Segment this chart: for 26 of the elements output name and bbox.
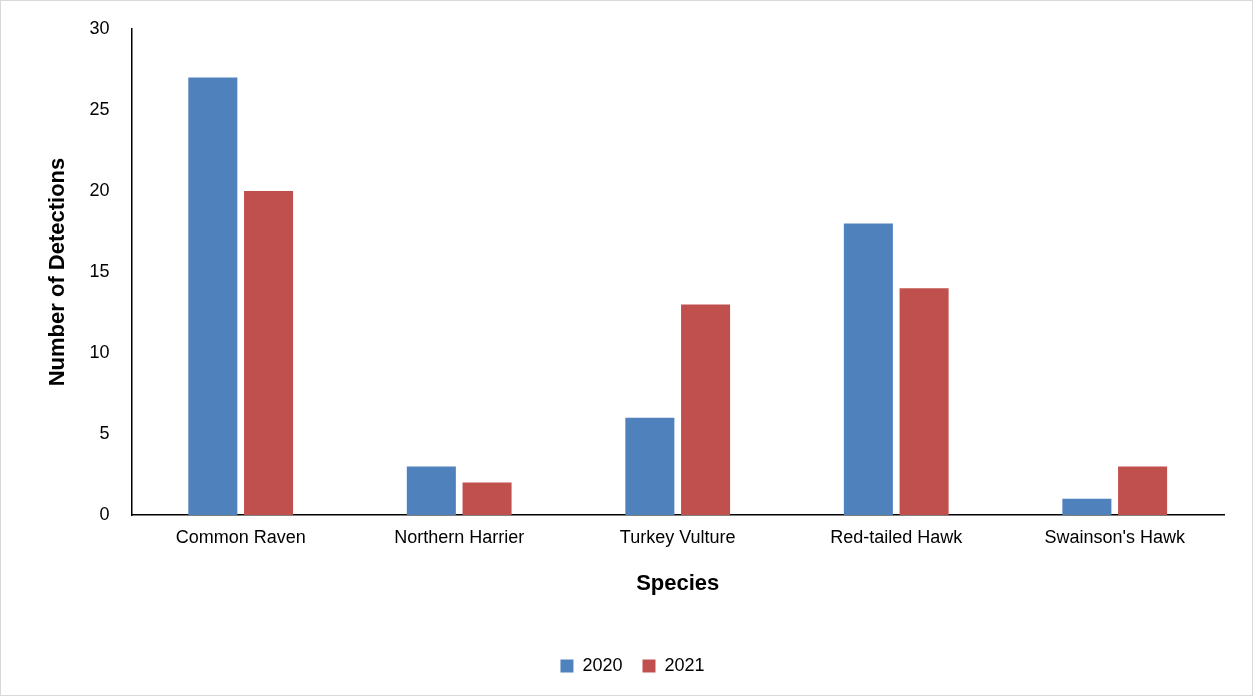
bar bbox=[406, 466, 456, 515]
bar bbox=[843, 223, 893, 515]
y-tick-label: 5 bbox=[99, 422, 110, 443]
bar bbox=[681, 304, 731, 515]
y-tick-label: 20 bbox=[89, 179, 110, 200]
legend-label: 2021 bbox=[664, 654, 705, 675]
y-tick-label: 15 bbox=[89, 260, 110, 281]
legend-label: 2020 bbox=[582, 654, 623, 675]
y-tick-label: 10 bbox=[89, 341, 110, 362]
x-tick-label: Northern Harrier bbox=[394, 526, 525, 547]
y-axis-title: Number of Detections bbox=[44, 157, 70, 387]
bar bbox=[244, 191, 294, 515]
x-tick-label: Turkey Vulture bbox=[619, 526, 736, 547]
bar bbox=[625, 417, 675, 515]
bar bbox=[899, 288, 949, 515]
bar bbox=[462, 482, 512, 515]
x-tick-label: Swainson's Hawk bbox=[1044, 526, 1186, 547]
x-tick-label: Red-tailed Hawk bbox=[830, 526, 964, 547]
bar bbox=[1118, 466, 1168, 515]
y-tick-label: 25 bbox=[89, 98, 110, 119]
y-tick-label: 30 bbox=[89, 17, 110, 38]
bar bbox=[1062, 498, 1112, 515]
x-axis-title: Species bbox=[636, 569, 720, 595]
y-tick-label: 0 bbox=[99, 503, 110, 524]
x-tick-label: Common Raven bbox=[175, 526, 306, 547]
bar bbox=[188, 77, 238, 515]
